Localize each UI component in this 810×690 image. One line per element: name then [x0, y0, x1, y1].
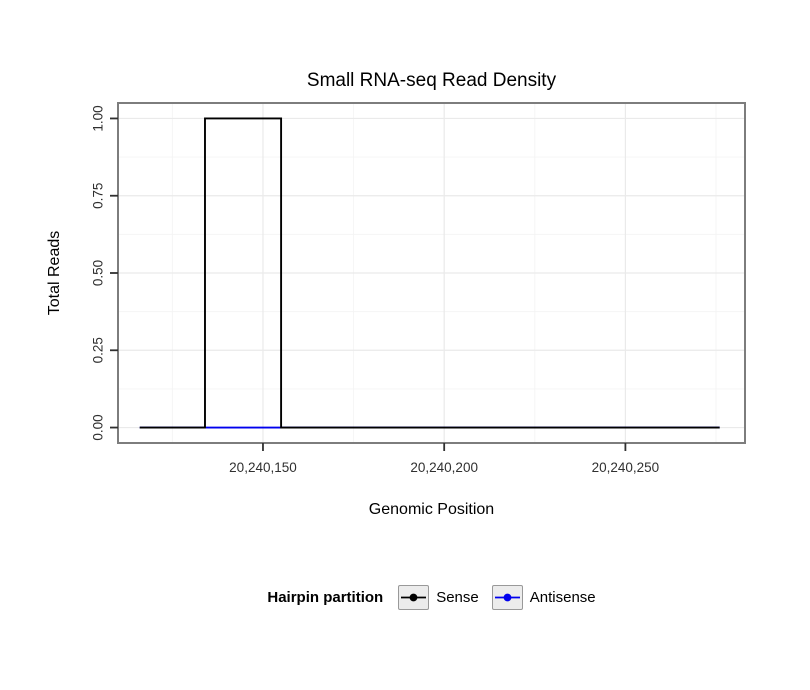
- y-axis-label: Total Reads: [46, 230, 63, 316]
- x-tick-label: 20,240,150: [229, 460, 297, 475]
- antisense-key-icon: [491, 584, 523, 610]
- legend-entry-antisense: Antisense: [491, 584, 596, 610]
- x-axis-label: Genomic Position: [368, 501, 495, 518]
- y-tick-label: 0.75: [91, 183, 106, 209]
- chart-title: Small RNA-seq Read Density: [306, 70, 557, 91]
- y-tick-label: 0.25: [91, 337, 106, 363]
- sense-key-icon: [398, 584, 430, 610]
- x-tick-label: 20,240,200: [410, 460, 478, 475]
- series-line-sense: [139, 117, 720, 429]
- y-tick-label: 0.00: [91, 414, 106, 440]
- x-tick-label: 20,240,250: [592, 460, 660, 475]
- legend: Hairpin partition Sense Antisense: [118, 582, 745, 612]
- legend-label-sense: Sense: [436, 588, 479, 606]
- legend-entry-sense: Sense: [398, 584, 479, 610]
- legend-title: Hairpin partition: [267, 588, 384, 606]
- legend-label-antisense: Antisense: [529, 588, 596, 606]
- y-tick-label: 1.00: [91, 105, 106, 131]
- y-tick-label: 0.50: [91, 260, 106, 286]
